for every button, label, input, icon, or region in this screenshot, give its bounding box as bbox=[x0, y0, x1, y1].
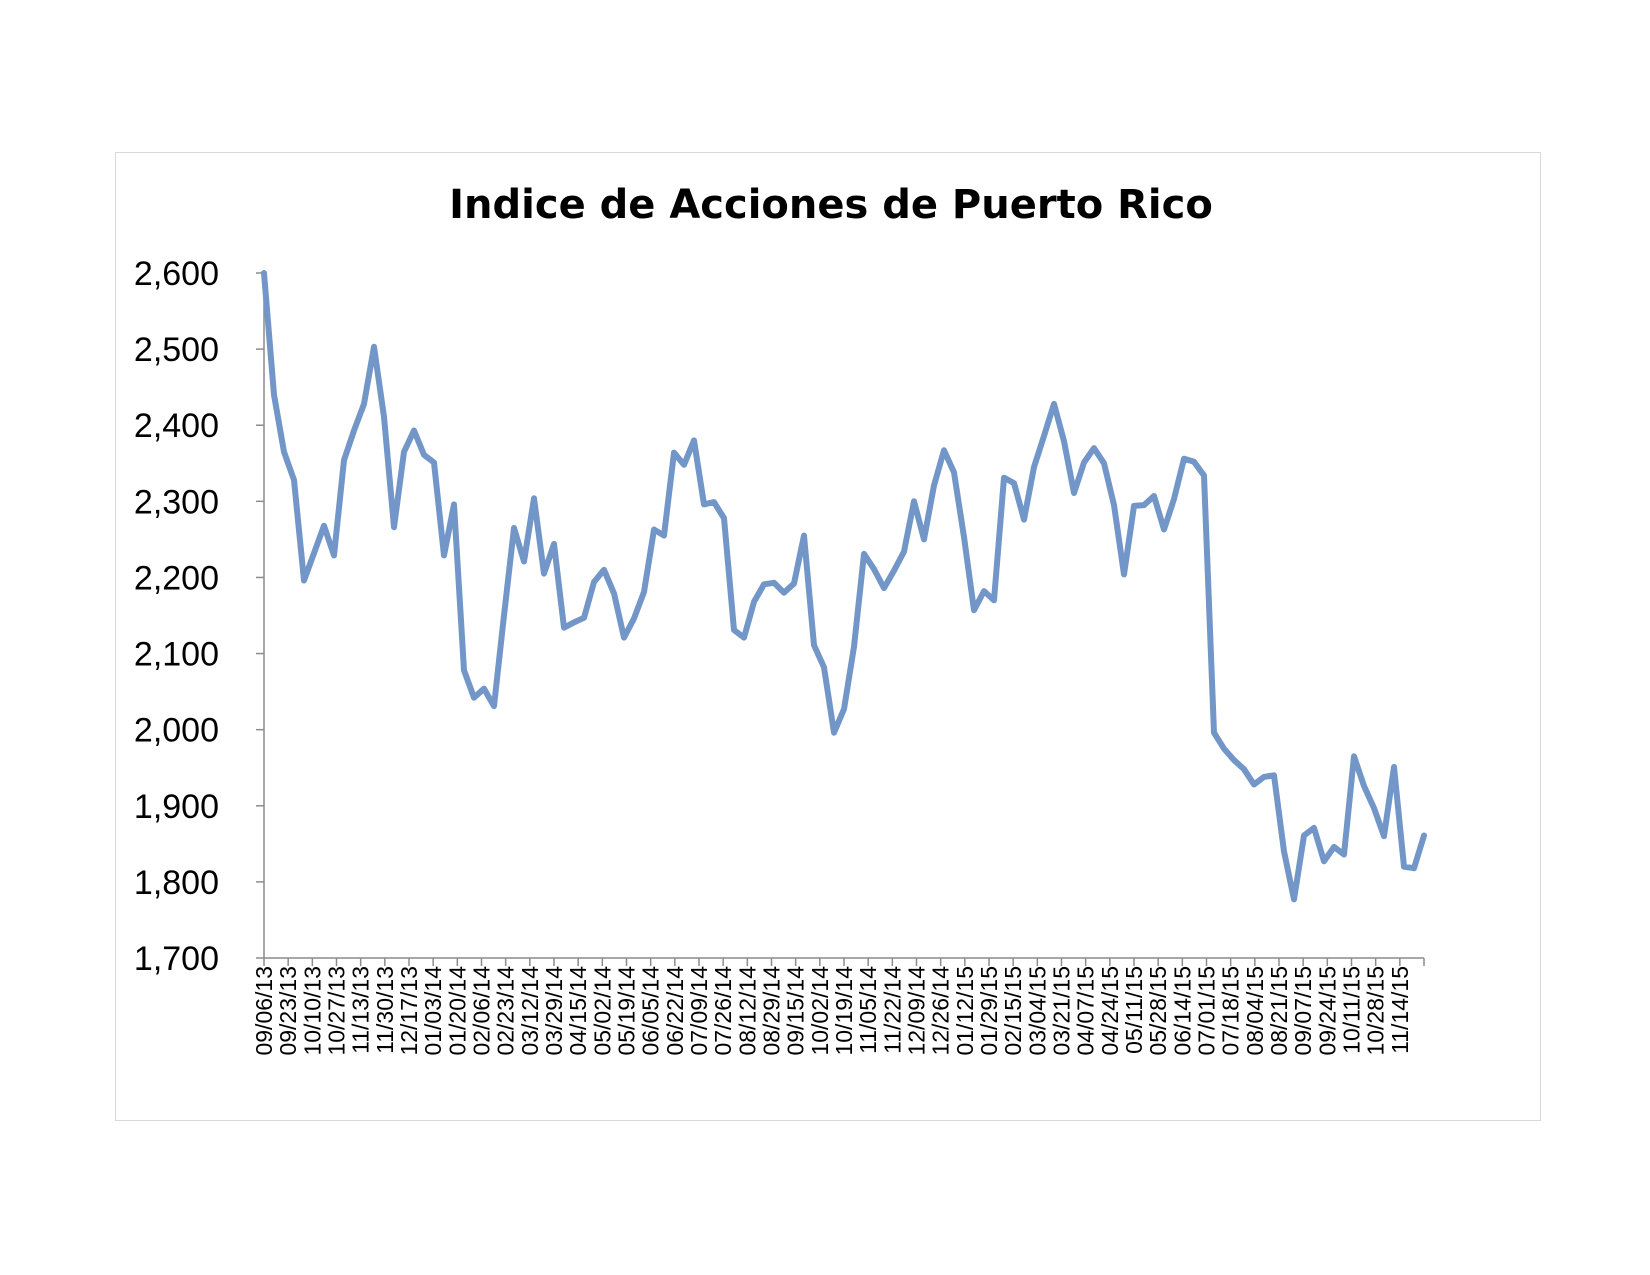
y-tick-label: 2,000 bbox=[134, 712, 219, 750]
x-tick-label: 02/15/15 bbox=[1000, 966, 1026, 1056]
x-tick-label: 08/12/14 bbox=[734, 966, 760, 1056]
chart-title: Indice de Acciones de Puerto Rico bbox=[449, 182, 1213, 228]
y-axis: 2,600 2,500 2,400 2,300 2,200 2,100 2,000 1,900… bbox=[134, 255, 265, 978]
x-tick-label: 01/12/15 bbox=[952, 966, 978, 1056]
x-tick-label: 04/15/14 bbox=[565, 966, 591, 1056]
x-tick-label: 07/26/14 bbox=[710, 966, 736, 1056]
y-tick-label: 2,100 bbox=[134, 636, 219, 674]
x-tick-label: 10/27/13 bbox=[324, 966, 350, 1056]
series-layer bbox=[261, 270, 1427, 903]
x-tick-label: 03/29/14 bbox=[541, 966, 567, 1056]
x-tick-label: 11/05/14 bbox=[855, 966, 881, 1054]
x-tick-label: 09/15/14 bbox=[783, 966, 809, 1056]
x-axis: 09/06/1309/23/1310/10/1310/27/1311/13/13… bbox=[251, 957, 1425, 1056]
x-tick-label: 05/11/15 bbox=[1121, 966, 1147, 1054]
x-tick-label: 05/02/14 bbox=[589, 966, 615, 1056]
x-tick-label: 10/02/14 bbox=[807, 966, 833, 1056]
x-tick-label: 09/06/13 bbox=[251, 966, 277, 1056]
y-tick-label: 1,900 bbox=[134, 788, 219, 826]
x-tick-label: 10/28/15 bbox=[1363, 966, 1389, 1056]
x-tick-label: 06/05/14 bbox=[638, 966, 664, 1056]
x-tick-label: 05/19/14 bbox=[614, 966, 640, 1056]
x-tick-label: 01/03/14 bbox=[420, 966, 446, 1056]
x-tick-label: 11/30/13 bbox=[372, 966, 398, 1054]
x-tick-label: 11/22/14 bbox=[879, 966, 905, 1054]
x-tick-label: 01/20/14 bbox=[444, 966, 470, 1056]
x-tick-label: 10/11/15 bbox=[1339, 966, 1365, 1054]
x-tick-label: 09/23/13 bbox=[275, 966, 301, 1056]
y-tick-label: 2,600 bbox=[134, 255, 219, 293]
x-tick-label: 11/13/13 bbox=[348, 966, 374, 1054]
y-tick-label: 2,500 bbox=[134, 331, 219, 369]
series-line bbox=[261, 270, 1427, 903]
x-tick-label: 05/28/15 bbox=[1145, 966, 1171, 1056]
x-tick-label: 12/26/14 bbox=[928, 966, 954, 1056]
y-tick-label: 1,800 bbox=[134, 864, 219, 902]
x-tick-label: 10/19/14 bbox=[831, 966, 857, 1056]
x-tick-label: 12/09/14 bbox=[904, 966, 930, 1056]
y-tick-label: 2,200 bbox=[134, 559, 219, 597]
x-tick-label: 06/14/15 bbox=[1169, 966, 1195, 1056]
x-tick-label: 03/21/15 bbox=[1049, 966, 1075, 1056]
x-tick-label: 03/12/14 bbox=[517, 966, 543, 1056]
x-tick-label: 01/29/15 bbox=[976, 966, 1002, 1056]
chart-area: Indice de Acciones de Puerto Rico 2,600 2… bbox=[115, 152, 1541, 1121]
line-chart: Indice de Acciones de Puerto Rico 2,6002… bbox=[134, 182, 1427, 1056]
y-tick-label: 1,700 bbox=[134, 940, 219, 978]
x-tick-label: 02/23/14 bbox=[493, 966, 519, 1056]
x-tick-label: 07/01/15 bbox=[1194, 966, 1220, 1056]
x-tick-label: 09/24/15 bbox=[1314, 966, 1340, 1056]
x-tick-label: 08/04/15 bbox=[1242, 966, 1268, 1056]
x-tick-label: 07/18/15 bbox=[1218, 966, 1244, 1056]
x-tick-label: 10/10/13 bbox=[299, 966, 325, 1056]
x-tick-label: 07/09/14 bbox=[686, 966, 712, 1056]
x-tick-label: 09/07/15 bbox=[1290, 966, 1316, 1056]
x-tick-label: 12/17/13 bbox=[396, 966, 422, 1056]
y-tick-label: 2,400 bbox=[134, 407, 219, 445]
x-tick-label: 06/22/14 bbox=[662, 966, 688, 1056]
x-tick-label: 11/14/15 bbox=[1387, 966, 1413, 1054]
x-tick-label: 08/29/14 bbox=[759, 966, 785, 1056]
y-tick-label: 2,300 bbox=[134, 483, 219, 521]
x-tick-label: 02/06/14 bbox=[469, 966, 495, 1056]
x-tick-label: 08/21/15 bbox=[1266, 966, 1292, 1056]
x-tick-label: 04/24/15 bbox=[1097, 966, 1123, 1056]
x-tick-label: 03/04/15 bbox=[1024, 966, 1050, 1056]
x-tick-label: 04/07/15 bbox=[1073, 966, 1099, 1056]
